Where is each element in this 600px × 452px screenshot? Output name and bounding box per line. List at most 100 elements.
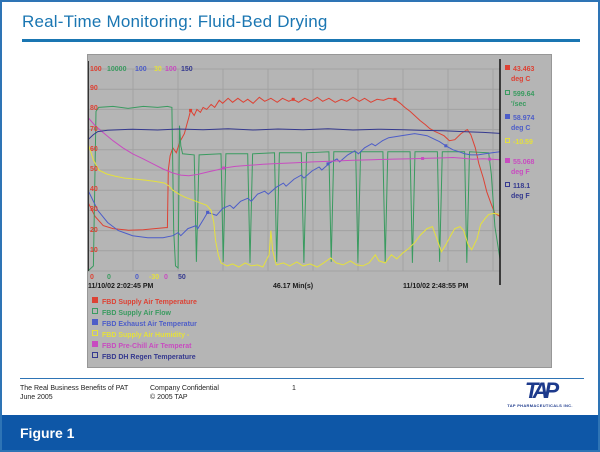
current-value-marker-icon [505, 65, 510, 70]
series-line-1 [88, 105, 501, 272]
title-underline [22, 39, 580, 42]
series-line-5 [88, 128, 501, 141]
bottom-scale-label-5: 50 [178, 274, 186, 281]
page-number: 1 [292, 385, 296, 392]
pen-name: FBD DH Regen Temperature [102, 354, 196, 361]
y-tick-90: 90 [90, 85, 98, 93]
footer-left-line1: The Real Business Benefits of PAT [20, 385, 129, 392]
y-tick-70: 70 [90, 125, 98, 133]
current-value-unit: '/sec [511, 101, 527, 108]
series-marker-0 [291, 97, 295, 101]
bottom-scale-label-3: -30 [149, 274, 160, 281]
series-marker-0 [393, 97, 397, 101]
pen-legend-item-4: FBD Pre-Chill Air Temperat [92, 341, 197, 352]
y-tick-20: 20 [90, 226, 98, 234]
pen-marker-icon [92, 330, 98, 336]
series-marker-4 [488, 157, 492, 161]
current-value-number: 599.64 [513, 91, 535, 98]
current-value-marker-icon [505, 90, 510, 95]
pen-legend-item-3: FBD Supply Air Humidity - [92, 330, 197, 341]
bottom-scale-label-1: 0 [107, 274, 111, 281]
current-value-number: -10.59 [513, 139, 533, 146]
pen-legend-item-5: FBD DH Regen Temperature [92, 352, 197, 363]
footer-left: The Real Business Benefits of PAT June 2… [20, 384, 128, 402]
pen-marker-icon [92, 308, 98, 314]
series-line-2 [88, 133, 501, 239]
pen-marker-icon [92, 352, 98, 358]
footer-divider [20, 378, 584, 379]
current-value-4: 55.068 deg F [505, 158, 534, 178]
y-tick-30: 30 [90, 206, 98, 214]
x-axis-end-time: 11/10/02 2:48:55 PM [403, 283, 469, 290]
figure-bar: Figure 1 [2, 415, 598, 450]
pen-name: FBD Supply Air Humidity - [102, 332, 190, 339]
current-value-2: 58.974 deg C [505, 114, 534, 134]
pen-legend: FBD Supply Air Temperature FBD Supply Air… [92, 297, 197, 363]
pen-name: FBD Supply Air Temperature [102, 299, 197, 306]
current-value-unit: deg C [511, 125, 531, 132]
bottom-scale-row: 0 0 0 -30 0 50 [88, 273, 500, 282]
figure-label: Figure 1 [20, 425, 75, 441]
footer-center-line2: © 2005 TAP [150, 394, 188, 401]
tap-logo-text: TAP [524, 378, 559, 403]
current-value-1: 599.64 '/sec [505, 90, 534, 110]
series-marker-2 [326, 162, 330, 166]
current-value-unit: deg C [511, 76, 531, 83]
pen-legend-item-0: FBD Supply Air Temperature [92, 297, 197, 308]
pen-name: FBD Supply Air Flow [102, 310, 171, 317]
trend-plot [88, 59, 501, 285]
x-axis-start-time: 11/10/02 2:02:45 PM [88, 283, 154, 290]
pen-name: FBD Exhaust Air Temperatur [102, 321, 197, 328]
current-value-unit: deg F [511, 193, 530, 200]
current-value-marker-icon [505, 138, 510, 143]
current-value-0: 43.463 deg C [505, 65, 534, 85]
pen-legend-item-1: FBD Supply Air Flow [92, 308, 197, 319]
top-scale-label-3: 30 [154, 66, 162, 73]
series-marker-4 [421, 157, 425, 160]
current-value-number: 118.1 [513, 183, 531, 190]
y-tick-10: 10 [90, 246, 98, 254]
bottom-scale-label-2: 0 [135, 274, 139, 281]
y-tick-60: 60 [90, 145, 98, 153]
current-value-marker-icon [505, 158, 510, 163]
series-marker-4 [222, 166, 226, 170]
footer-center: Company Confidential © 2005 TAP [150, 384, 219, 402]
pen-name: FBD Pre-Chill Air Temperat [102, 343, 192, 350]
current-value-3: -10.59 [505, 138, 533, 148]
pen-marker-icon [92, 319, 98, 325]
slide-title: Real-Time Monitoring: Fluid-Bed Drying [22, 12, 328, 31]
pen-marker-icon [92, 341, 98, 347]
top-scale-row: 100 10000 100 30 100 150 [88, 65, 500, 74]
pen-legend-item-2: FBD Exhaust Air Temperatur [92, 319, 197, 330]
bottom-scale-label-0: 0 [90, 274, 94, 281]
footer-center-line1: Company Confidential [150, 385, 219, 392]
current-value-marker-icon [505, 114, 510, 119]
tap-logo-caption: TAP PHARMACEUTICALS INC. [507, 403, 573, 408]
y-tick-80: 80 [90, 105, 98, 113]
bottom-scale-label-4: 0 [164, 274, 168, 281]
top-scale-label-5: 150 [181, 66, 193, 73]
series-line-4 [88, 117, 501, 177]
series-marker-2 [206, 210, 210, 214]
trend-chart-panel: 100 10000 100 30 100 150 90 80 70 60 50 40 30 20 10 0… [87, 54, 552, 368]
pen-marker-icon [92, 297, 98, 303]
top-scale-label-1: 10000 [107, 66, 127, 73]
y-tick-50: 50 [90, 166, 98, 173]
y-tick-40: 40 [90, 186, 98, 194]
tap-logo: TAP TAP PHARMACEUTICALS INC. [501, 378, 579, 409]
top-scale-label-2: 100 [135, 66, 147, 73]
current-value-5: 118.1 deg F [505, 182, 530, 202]
series-marker-0 [189, 108, 193, 112]
footer-left-line2: June 2005 [20, 394, 53, 401]
current-value-number: 43.463 [513, 66, 535, 73]
top-scale-label-0: 100 [90, 66, 102, 73]
series-line-3 [88, 143, 501, 268]
top-scale-label-4: 100 [165, 66, 177, 73]
current-value-unit: deg F [511, 169, 530, 176]
current-value-marker-icon [505, 182, 510, 187]
current-value-number: 55.068 [513, 159, 535, 166]
x-axis-duration: 46.17 Min(s) [273, 283, 314, 290]
series-marker-2 [444, 144, 448, 148]
current-value-number: 58.974 [513, 115, 535, 122]
